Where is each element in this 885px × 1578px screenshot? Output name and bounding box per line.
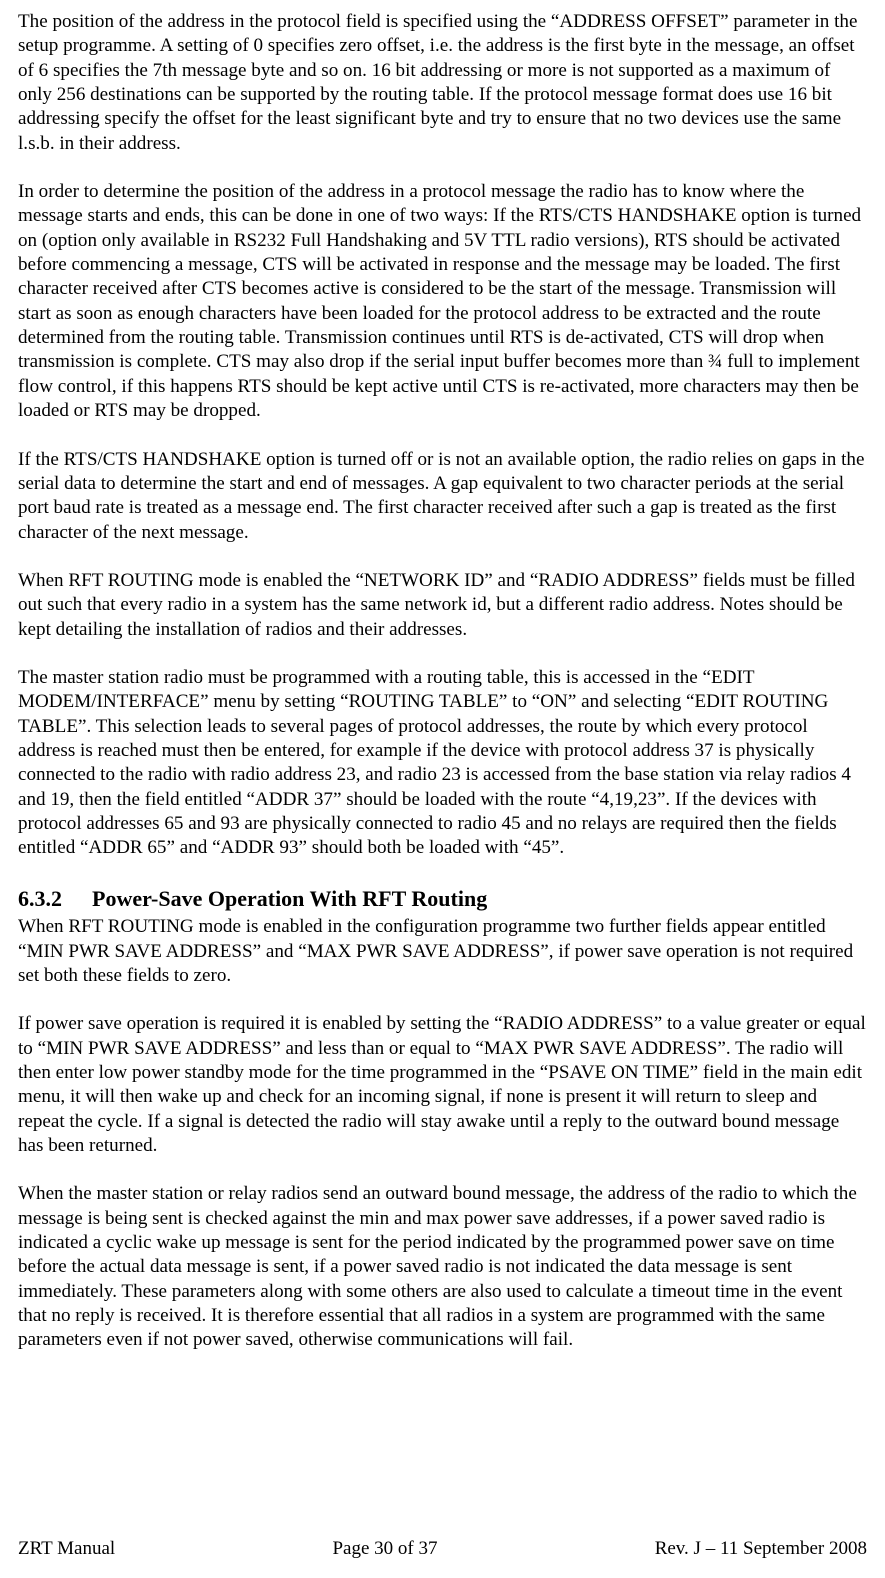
footer-center: Page 30 of 37 bbox=[332, 1538, 437, 1560]
paragraph-power-save-enable: If power save operation is required it i… bbox=[18, 1012, 867, 1158]
document-page: The position of the address in the proto… bbox=[0, 0, 885, 1578]
heading-power-save: 6.3.2 Power-Save Operation With RFT Routi… bbox=[18, 885, 867, 914]
footer-left: ZRT Manual bbox=[18, 1538, 115, 1560]
heading-number: 6.3.2 bbox=[18, 885, 62, 914]
paragraph-network-id: When RFT ROUTING mode is enabled the “NE… bbox=[18, 569, 867, 642]
paragraph-routing-table: The master station radio must be program… bbox=[18, 666, 867, 861]
footer-right: Rev. J – 11 September 2008 bbox=[655, 1538, 867, 1560]
paragraph-rts-cts-off: If the RTS/CTS HANDSHAKE option is turne… bbox=[18, 448, 867, 545]
paragraph-power-save-intro: When RFT ROUTING mode is enabled in the … bbox=[18, 915, 867, 988]
heading-title: Power-Save Operation With RFT Routing bbox=[92, 886, 487, 911]
page-footer: ZRT Manual Page 30 of 37 Rev. J – 11 Sep… bbox=[18, 1538, 867, 1560]
paragraph-rts-cts-on: In order to determine the position of th… bbox=[18, 180, 867, 423]
paragraph-power-save-master: When the master station or relay radios … bbox=[18, 1182, 867, 1352]
paragraph-address-offset: The position of the address in the proto… bbox=[18, 10, 867, 156]
